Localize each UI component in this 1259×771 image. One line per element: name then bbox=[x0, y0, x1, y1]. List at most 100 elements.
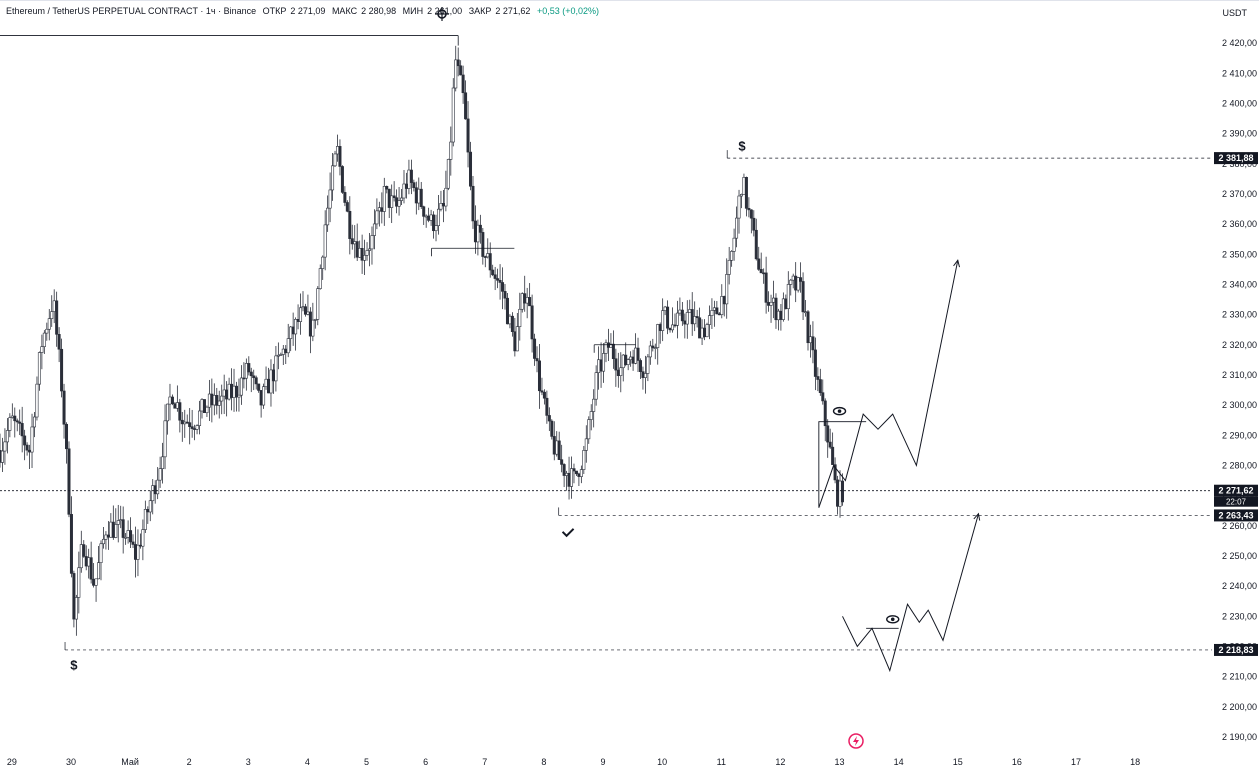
x-tick-label: 16 bbox=[1012, 757, 1022, 767]
x-tick-label: 6 bbox=[423, 757, 428, 767]
candle-body bbox=[153, 485, 157, 495]
candle-body bbox=[166, 403, 170, 422]
candle-body bbox=[624, 354, 628, 365]
candle-body bbox=[772, 297, 776, 303]
candle-body bbox=[754, 229, 758, 260]
countdown-bg bbox=[1214, 496, 1258, 507]
candle-body bbox=[646, 356, 650, 374]
candle-body bbox=[129, 530, 133, 543]
candle-body bbox=[574, 470, 578, 475]
candle-body bbox=[675, 312, 679, 326]
candle-body bbox=[114, 524, 118, 538]
y-tick-label: 2 420,00 bbox=[1222, 38, 1257, 48]
candle-body bbox=[99, 543, 103, 563]
candle-body bbox=[77, 567, 81, 598]
candle-body bbox=[518, 308, 522, 327]
candle-body bbox=[291, 326, 295, 335]
candle-body bbox=[629, 356, 633, 361]
candle-body bbox=[180, 419, 184, 425]
candle-countdown: 22:07 bbox=[1226, 498, 1247, 507]
candle-body bbox=[542, 391, 546, 399]
candle-body bbox=[227, 383, 231, 400]
y-tick-label: 2 260,00 bbox=[1222, 521, 1257, 531]
candle-body bbox=[335, 146, 339, 155]
high-value: 2 280,98 bbox=[361, 6, 397, 16]
y-tick-label: 2 250,00 bbox=[1222, 551, 1257, 561]
candle-body bbox=[651, 345, 655, 349]
candle-body bbox=[565, 472, 569, 476]
candle-body bbox=[156, 479, 160, 495]
candle-body bbox=[111, 521, 115, 538]
candle-body bbox=[789, 279, 793, 285]
current-price-label: 2 271,62 bbox=[1218, 486, 1253, 496]
candle-body bbox=[508, 315, 512, 325]
candle-body bbox=[735, 217, 739, 239]
candle-body bbox=[402, 183, 406, 199]
candle-body bbox=[313, 319, 317, 321]
level-price-label-bg bbox=[1214, 152, 1258, 165]
y-tick-label: 2 300,00 bbox=[1222, 400, 1257, 410]
candle-body bbox=[274, 355, 278, 382]
candle-body bbox=[582, 450, 586, 470]
candle-body bbox=[375, 210, 379, 225]
candle-body bbox=[528, 297, 532, 307]
x-tick-label: 2 bbox=[187, 757, 192, 767]
candle-body bbox=[673, 324, 677, 327]
candle-body bbox=[545, 397, 549, 416]
crosshair-icon bbox=[435, 7, 449, 21]
candle-body bbox=[407, 169, 411, 189]
candle-body bbox=[230, 383, 234, 398]
candle-body bbox=[368, 248, 372, 251]
candle-body bbox=[163, 420, 167, 458]
candle-body bbox=[821, 392, 825, 402]
candle-body bbox=[385, 186, 389, 190]
candle-body bbox=[249, 371, 253, 377]
candle-body bbox=[237, 394, 241, 398]
x-tick-label: 7 bbox=[482, 757, 487, 767]
symbol-title[interactable]: Ethereum / TetherUS PERPETUAL CONTRACT ·… bbox=[6, 6, 257, 16]
y-tick-label: 2 210,00 bbox=[1222, 672, 1257, 682]
candle-body bbox=[175, 402, 179, 409]
candle-body bbox=[577, 473, 581, 477]
candle-body bbox=[392, 195, 396, 198]
x-tick-label: 14 bbox=[894, 757, 904, 767]
candle-body bbox=[693, 316, 697, 325]
y-tick-label: 2 330,00 bbox=[1222, 310, 1257, 320]
candle-body bbox=[84, 556, 88, 567]
candle-body bbox=[3, 441, 7, 452]
candle-body bbox=[769, 301, 773, 306]
candle-body bbox=[303, 306, 307, 315]
candle-body bbox=[744, 177, 748, 209]
candle-body bbox=[220, 395, 224, 402]
candle-body bbox=[198, 410, 202, 426]
candle-body bbox=[116, 520, 120, 525]
level-price-label-bg bbox=[1214, 643, 1258, 656]
candle-body bbox=[476, 224, 480, 243]
level-price-label: 2 263,43 bbox=[1218, 510, 1253, 520]
candle-body bbox=[286, 338, 290, 354]
candle-body bbox=[87, 557, 91, 567]
candle-body bbox=[138, 544, 142, 547]
candle-body bbox=[365, 250, 369, 256]
candle-body bbox=[360, 248, 364, 261]
candle-body bbox=[493, 274, 497, 279]
x-tick-label: 11 bbox=[717, 757, 726, 767]
candle-body bbox=[57, 334, 61, 350]
y-tick-label: 2 410,00 bbox=[1222, 68, 1257, 78]
candle-body bbox=[703, 327, 707, 338]
candle-body bbox=[52, 300, 56, 312]
candle-body bbox=[730, 251, 734, 261]
candle-body bbox=[427, 215, 431, 221]
candle-body bbox=[473, 220, 477, 243]
candle-body bbox=[604, 342, 608, 354]
candle-body bbox=[621, 354, 625, 369]
candle-body bbox=[752, 217, 756, 231]
y-tick-label: 2 190,00 bbox=[1222, 732, 1257, 742]
candle-body bbox=[23, 435, 27, 446]
candle-body bbox=[589, 411, 593, 420]
candle-body bbox=[343, 192, 347, 203]
candle-body bbox=[648, 345, 652, 358]
candle-body bbox=[281, 348, 285, 355]
candle-body bbox=[242, 377, 246, 380]
